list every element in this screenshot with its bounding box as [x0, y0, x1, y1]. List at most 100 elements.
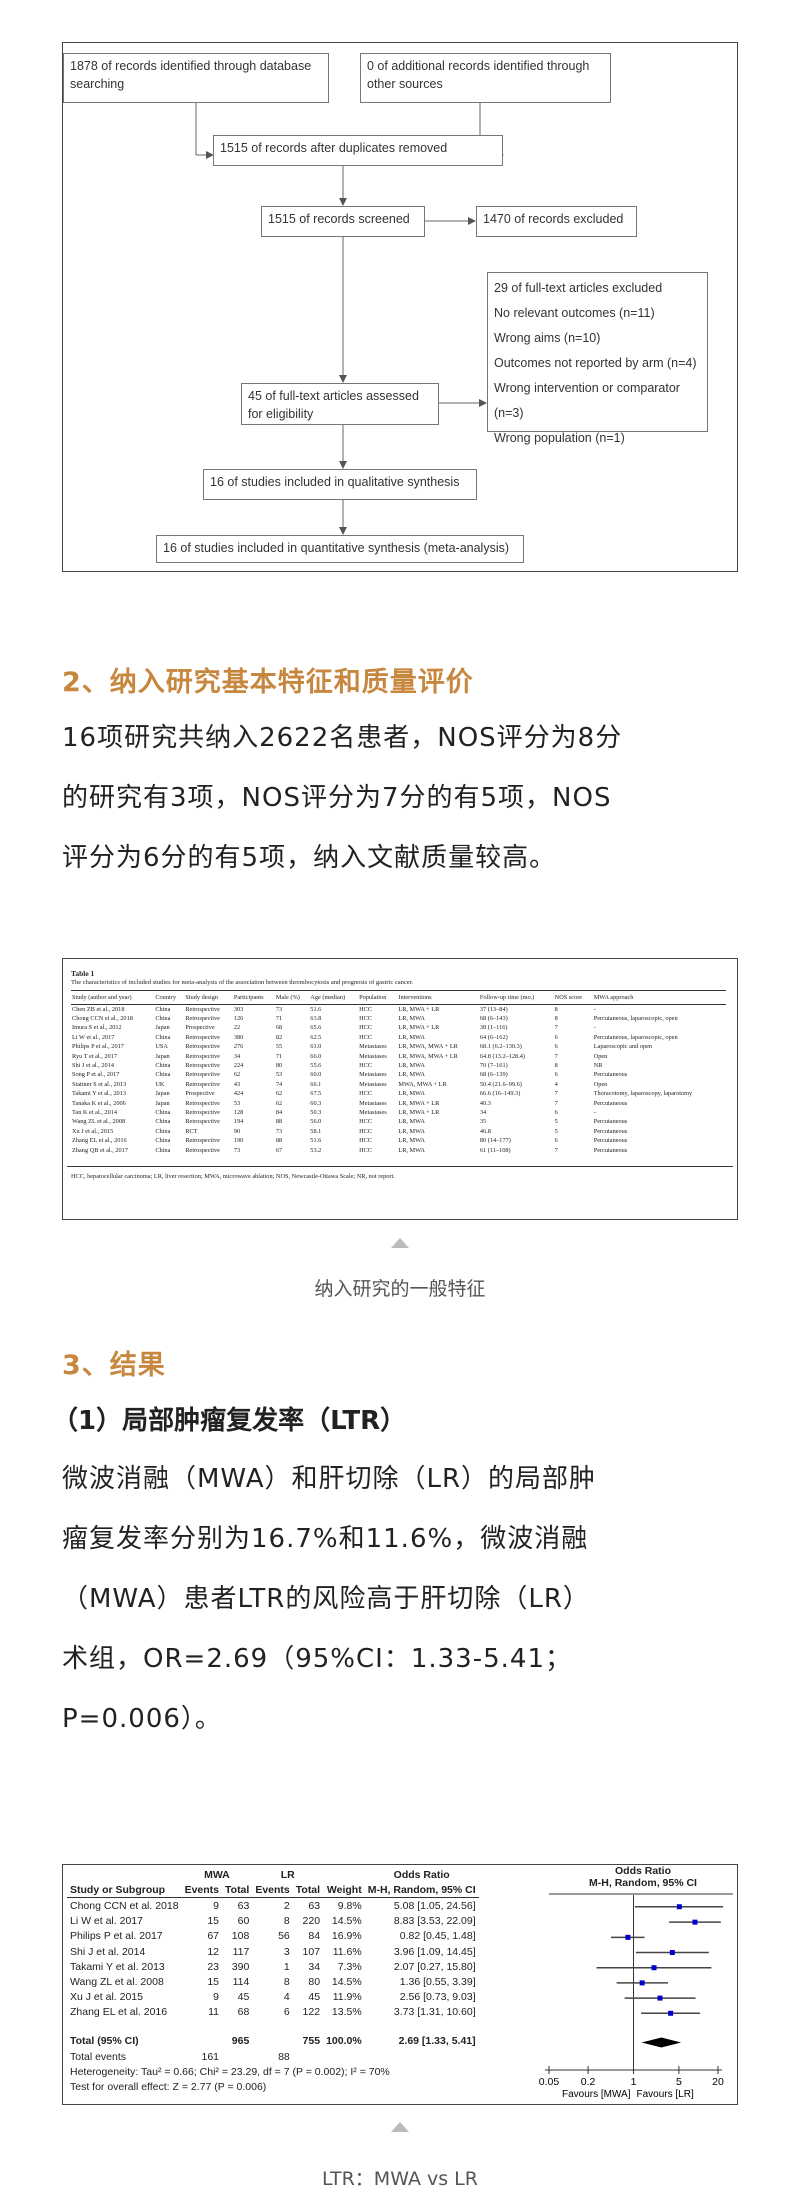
table-cell: 66.6 (16–149.3) [479, 1090, 521, 1098]
study-n2: 122 [302, 2006, 321, 2019]
study-marker [657, 1995, 663, 2001]
table-cell: Shi J et al., 2014 [72, 1061, 114, 1069]
table-cell: 53.2 [310, 1146, 322, 1154]
ltr-subheading: （1）局部肿瘤复发率（LTR） [52, 1406, 407, 1436]
table-cell: 88 [275, 1118, 283, 1126]
table-cell: HCC [359, 1005, 373, 1013]
table-cell: Open [593, 1080, 608, 1088]
table-row: Zhang EL et al., 2016 China Retrospective 1… [71, 1137, 726, 1146]
total-row: Total (95% CI) 965 755 100.0% 2.69 [1.33, 5.… [67, 2034, 479, 2049]
caption-triangle-icon [391, 2122, 409, 2132]
table-cell: 5 [554, 1118, 558, 1126]
table-cell: 64.8 (13.2–128.4) [479, 1052, 526, 1060]
table-row: Philips P et al., 2017 USA Retrospective 27… [71, 1043, 726, 1052]
caption-triangle-icon [391, 1238, 409, 1248]
study-n2: 80 [308, 1975, 321, 1988]
overall-effect-row: Test for overall effect: Z = 2.77 (P = 0… [67, 2079, 479, 2094]
table-cell: 55 [275, 1043, 283, 1051]
table-cell: Retrospective [185, 1052, 220, 1060]
table-cell: LR, MWA + LR [398, 1099, 440, 1107]
study-text: 5.08 [1.05, 24.56] [393, 1899, 476, 1912]
forest-column-header: Weight [326, 1883, 362, 1896]
table-cell: MWA, MWA + LR [398, 1080, 447, 1088]
study-name: Chong CCN et al. 2018 [70, 1899, 179, 1912]
table-row: Xu J et al., 2015 China RCT 90 73 58.1 HCC LR, … [71, 1127, 726, 1136]
records-identified-other: 0 of additional records identified throu… [360, 53, 611, 103]
table-cell: Wang ZL et al., 2008 [72, 1118, 126, 1126]
table-cell: 7 [554, 1099, 558, 1107]
table-cell: 74 [275, 1080, 283, 1088]
table-row: Chong CCN et al., 2018 China Retrospective… [71, 1014, 726, 1023]
total-weight: 100.0% [326, 2035, 362, 2048]
study-text: 8.83 [3.53, 22.09] [393, 1915, 476, 1928]
table-caption: 纳入研究的一般特征 [314, 1278, 486, 1300]
table-cell: 60.0 [310, 1071, 322, 1079]
study-n1: 114 [232, 1975, 250, 1988]
table-cell: 67.5 [310, 1090, 322, 1098]
table-row: Wang ZL et al., 2008 China Retrospective 19… [71, 1118, 726, 1127]
study-e1: 23 [207, 1960, 220, 1973]
table-cell: China [155, 1127, 171, 1135]
table-cell: - [593, 1005, 596, 1013]
table-cell: USA [155, 1043, 168, 1051]
study-name: Li W et al. 2017 [70, 1915, 143, 1928]
table-cell: LR, MWA + LR [398, 1005, 440, 1013]
table-cell: China [155, 1146, 171, 1154]
table-cell: 62 [233, 1071, 241, 1079]
table-cell: China [155, 1108, 171, 1116]
study-e2: 6 [283, 2006, 290, 2019]
table-cell: Retrospective [185, 1061, 220, 1069]
table1-image: Table 1 The characteristics of included … [62, 958, 738, 1220]
study-n2: 34 [308, 1960, 321, 1973]
table-cell: 194 [233, 1118, 244, 1126]
table-cell: LR, MWA [398, 1033, 425, 1041]
table-cell: 303 [233, 1005, 244, 1013]
table-cell: 73 [275, 1127, 283, 1135]
table-cell: Percutaneous, laparoscopic, open [593, 1014, 678, 1022]
x-tick-label: 0.05 [539, 2076, 560, 2088]
study-e1: 12 [207, 1945, 220, 1958]
group-mwa: MWA [204, 1868, 230, 1881]
table-cell: 82 [275, 1033, 283, 1041]
x-tick-label: 1 [631, 2076, 637, 2088]
fulltext-excluded-line: Outcomes not reported by arm (n=4) [494, 356, 697, 370]
table-cell: 22 [233, 1024, 241, 1032]
table-cell: Retrospective [185, 1099, 220, 1107]
fulltext-excluded-line: 29 of full-text articles excluded [494, 281, 663, 295]
study-row: Xu J et al. 2015 9 45 4 45 11.9% 2.56 [0.73, 9… [67, 1990, 479, 2005]
table-cell: 61 (11–108) [479, 1146, 511, 1154]
study-e1: 15 [207, 1915, 220, 1928]
table-cell: Zhang EL et al., 2016 [72, 1137, 127, 1145]
study-e2: 8 [283, 1975, 290, 1988]
study-text: 3.73 [1.31, 10.60] [393, 2006, 476, 2019]
table-row: Tan K et al., 2014 China Retrospective 128 8… [71, 1108, 726, 1117]
x-tick-label: 5 [676, 2076, 682, 2088]
table-cell: Prospective [185, 1090, 215, 1098]
table-cell: HCC [359, 1014, 373, 1022]
paragraph-line: 微波消融（MWA）和肝切除（LR）的局部肿 [62, 1464, 597, 1494]
table-cell: 90 [233, 1127, 241, 1135]
table-cell: Metastases [359, 1099, 387, 1107]
table-row: Li W et al., 2017 China Retrospective 380 82… [71, 1033, 726, 1042]
table-cell: 34 [479, 1108, 487, 1116]
records-screened: 1515 of records screened [261, 206, 425, 237]
study-marker [669, 1950, 675, 1956]
column-header: Study (author and year) [71, 990, 155, 1005]
paragraph-line: 评分为6分的有5项，纳入文献质量较高。 [62, 843, 557, 873]
table-cell: Percutaneous [593, 1118, 628, 1126]
table-cell: HCC [359, 1118, 373, 1126]
flowchart-arrows [195, 103, 504, 535]
table-cell: China [155, 1014, 171, 1022]
table-cell: 53 [275, 1071, 283, 1079]
study-e2: 8 [283, 1915, 290, 1928]
forest-plot-graphic: 0.05 0.2 1 5 20 Favours [MWA] Favours [LR] [539, 1893, 733, 2100]
study-text: 2.56 [0.73, 9.03] [399, 1991, 476, 2004]
study-name: Philips P et al. 2017 [70, 1930, 163, 1943]
table-cell: China [155, 1061, 171, 1069]
table-cell: LR, MWA [398, 1146, 425, 1154]
paragraph-line: 的研究有3项，NOS评分为7分的有5项，NOS [62, 783, 612, 813]
heterogeneity-text: Heterogeneity: Tau² = 0.66; Chi² = 23.29… [70, 2065, 390, 2078]
study-name: Zhang EL et al. 2016 [70, 2006, 168, 2019]
table-row: Stattner S et al., 2013 UK Retrospective 43… [71, 1080, 726, 1089]
table-cell: Metastases [359, 1071, 387, 1079]
